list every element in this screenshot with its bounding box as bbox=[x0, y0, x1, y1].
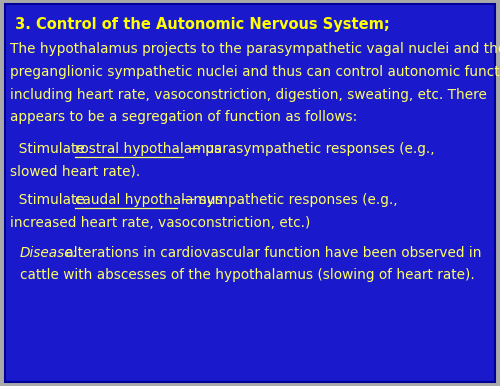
Text: including heart rate, vasoconstriction, digestion, sweating, etc. There: including heart rate, vasoconstriction, … bbox=[10, 88, 487, 102]
Text: alterations in cardiovascular function have been observed in: alterations in cardiovascular function h… bbox=[61, 246, 482, 260]
Text: slowed heart rate).: slowed heart rate). bbox=[10, 164, 140, 178]
Text: cattle with abscesses of the hypothalamus (slowing of heart rate).: cattle with abscesses of the hypothalamu… bbox=[20, 268, 475, 282]
Text: appears to be a segregation of function as follows:: appears to be a segregation of function … bbox=[10, 110, 357, 124]
Text: increased heart rate, vasoconstriction, etc.): increased heart rate, vasoconstriction, … bbox=[10, 216, 310, 230]
Text: — parasympathetic responses (e.g.,: — parasympathetic responses (e.g., bbox=[183, 142, 434, 156]
Text: The hypothalamus projects to the parasympathetic vagal nuclei and the: The hypothalamus projects to the parasym… bbox=[10, 42, 500, 56]
Text: rostral hypothalamus: rostral hypothalamus bbox=[75, 142, 221, 156]
Text: 3. Control of the Autonomic Nervous System;: 3. Control of the Autonomic Nervous Syst… bbox=[10, 17, 390, 32]
Text: Disease:: Disease: bbox=[20, 246, 78, 260]
Text: Stimulate: Stimulate bbox=[10, 142, 89, 156]
Text: preganglionic sympathetic nuclei and thus can control autonomic functio: preganglionic sympathetic nuclei and thu… bbox=[10, 65, 500, 79]
Text: — sympathetic responses (e.g.,: — sympathetic responses (e.g., bbox=[178, 193, 398, 207]
Text: Stimulate: Stimulate bbox=[10, 193, 89, 207]
FancyBboxPatch shape bbox=[5, 4, 495, 382]
Text: caudal hypothalamus: caudal hypothalamus bbox=[75, 193, 223, 207]
